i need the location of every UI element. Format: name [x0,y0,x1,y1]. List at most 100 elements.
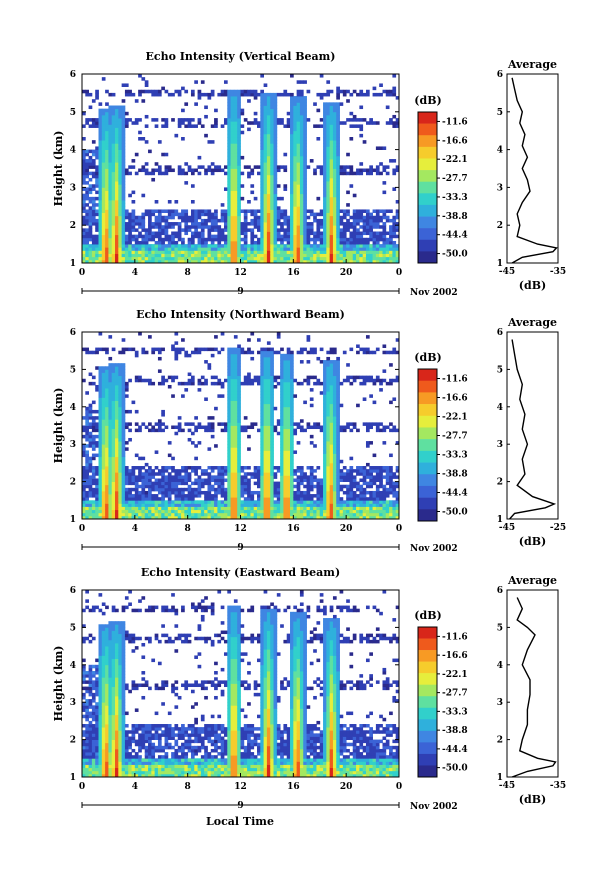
heatmap-cell [299,152,304,157]
heatmap-cell [82,234,86,239]
heatmap-cell [167,453,172,458]
heatmap-cell [181,168,185,173]
heatmap-cell [98,218,103,223]
heatmap-cell [177,168,182,173]
heatmap-cell [101,466,106,470]
heatmap-cell [98,130,103,135]
heatmap-cell [326,250,331,254]
heatmap-cell [379,256,383,261]
heatmap-cell [200,240,205,245]
heatmap-cell [273,118,278,122]
heatmap-cell [253,165,258,169]
heatmap-cell [286,256,291,261]
heatmap-cell [316,225,321,229]
heatmap-cell [105,171,109,176]
heatmap-cell [115,256,119,261]
heatmap-cell [227,168,231,173]
heatmap-cell [293,234,298,239]
heatmap-cell [144,494,149,498]
heatmap-cell [290,133,294,138]
heatmap-cell [352,222,357,226]
heatmap-cell [266,231,271,236]
heatmap-cell [323,250,327,254]
heatmap-cell [223,509,228,514]
heatmap-cell [233,240,238,245]
heatmap-cell [273,231,278,236]
heatmap-cell [177,472,182,476]
heatmap-cell [174,490,179,495]
heatmap-cell [375,168,380,173]
heatmap-cell [342,225,347,229]
heatmap-cell [233,437,238,442]
heatmap-cell [164,478,169,482]
heatmap-cell [91,381,96,386]
heatmap-cell [283,187,288,191]
heatmap-cell [91,425,96,430]
heatmap-cell [263,403,268,408]
heatmap-cell [233,212,238,217]
heatmap-cell [326,212,331,217]
heatmap-cell [290,250,294,254]
heatmap-cell [273,177,278,182]
heatmap-cell [105,487,109,492]
heatmap-cell [111,509,116,514]
heatmap-cell [121,372,126,377]
heatmap-cell [124,494,129,498]
heatmap-cell [101,209,106,213]
heatmap-cell [161,256,165,261]
heatmap-cell [115,259,119,264]
heatmap-cell [309,247,314,251]
heatmap-cell [194,253,198,258]
heatmap-cell [197,500,202,504]
heatmap-cell [293,209,298,213]
heatmap-cell [115,450,119,454]
heatmap-cell [270,152,274,157]
heatmap-cell [124,381,129,386]
heatmap-cell [286,231,291,236]
heatmap-cell [105,366,109,370]
heatmap-cell [323,181,327,185]
heatmap-cell [270,403,274,408]
heatmap-cell [118,137,123,141]
heatmap-cell [115,472,119,476]
heatmap-cell [95,250,99,254]
heatmap-cell [329,140,334,144]
heatmap-cell [151,469,156,473]
heatmap-cell [227,137,231,141]
heatmap-cell [115,406,119,411]
heatmap-cell [237,203,241,207]
heatmap-cell [111,108,116,113]
heatmap-cell [263,469,268,473]
heatmap-cell [88,187,93,191]
heatmap-cell [171,466,175,470]
heatmap-cell [197,212,202,217]
heatmap-cell [151,231,156,236]
heatmap-cell [299,190,304,195]
heatmap-cell [184,102,189,106]
heatmap-cell [273,406,278,411]
heatmap-cell [214,347,218,352]
heatmap-cell [167,441,172,445]
heatmap-cell [85,431,89,436]
heatmap-cell [253,244,258,248]
heatmap-cell [243,259,248,264]
heatmap-cell [121,159,126,163]
heatmap-cell [273,105,278,110]
heatmap-cell [260,490,265,495]
heatmap-cell [118,234,123,239]
heatmap-cell [115,237,119,242]
heatmap-cell [329,162,334,166]
heatmap-cell [280,484,284,489]
heatmap-cell [197,490,202,495]
heatmap-cell [187,428,192,433]
heatmap-cell [98,490,103,495]
heatmap-cell [124,121,129,125]
heatmap-cell [253,475,258,479]
heatmap-cell [88,155,93,160]
heatmap-cell [283,469,288,473]
heatmap-cell [187,353,192,358]
heatmap-cell [296,118,301,122]
heatmap-cell [88,494,93,498]
heatmap-cell [342,234,347,239]
heatmap-cell [290,259,294,264]
